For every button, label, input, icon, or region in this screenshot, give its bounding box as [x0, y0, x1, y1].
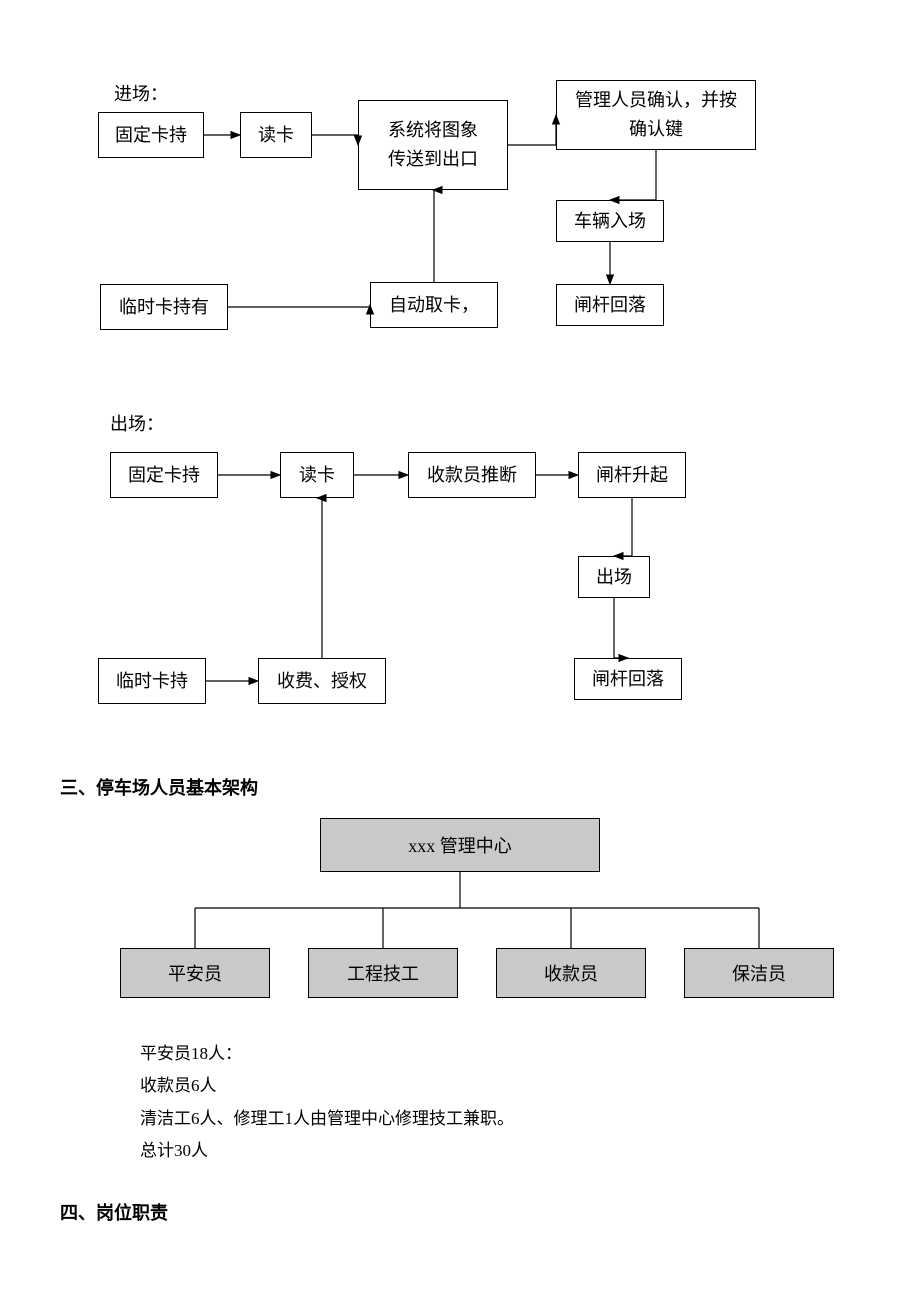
section-4-heading: 四、岗位职责: [0, 1167, 920, 1265]
section-3-heading: 三、停车场人员基本架构: [0, 760, 920, 808]
flow2-arrows: [0, 400, 920, 760]
staff-line-3: 清洁工6人、修理工1人由管理中心修理技工兼职。: [140, 1103, 920, 1135]
org-connectors: [0, 808, 920, 1038]
staff-line-1: 平安员18人：: [140, 1038, 920, 1070]
staff-line-2: 收款员6人: [140, 1070, 920, 1102]
org-chart: xxx 管理中心平安员工程技工收款员保洁员: [0, 808, 920, 1038]
staff-list: 平安员18人： 收款员6人 清洁工6人、修理工1人由管理中心修理技工兼职。 总计…: [0, 1038, 920, 1167]
exit-flowchart: 出场：固定卡持读卡收款员推断闸杆升起出场闸杆回落临时卡持收费、授权: [0, 400, 920, 760]
staff-line-4: 总计30人: [140, 1135, 920, 1167]
flow1-arrows: [0, 0, 920, 400]
entry-flowchart: 进场：固定卡持读卡系统将图象 传送到出口管理人员确认，并按 确认键车辆入场闸杆回…: [0, 0, 920, 400]
